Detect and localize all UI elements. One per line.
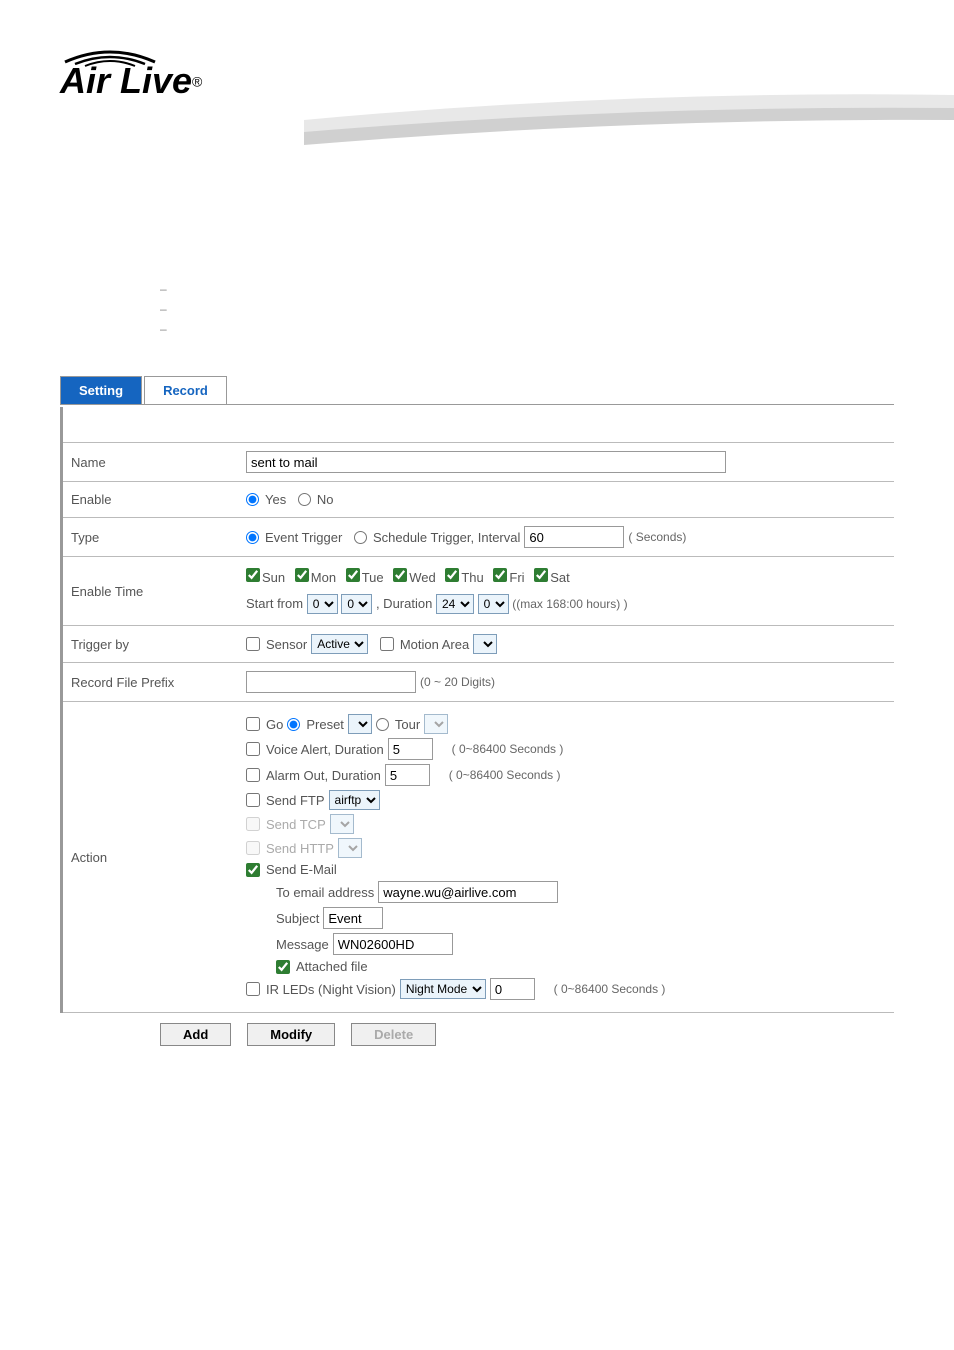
label-action: Action (63, 702, 238, 1012)
add-button[interactable]: Add (160, 1023, 231, 1046)
ftp-check[interactable] (246, 793, 260, 807)
delete-button: Delete (351, 1023, 436, 1046)
dur-min-select[interactable]: 0 (478, 594, 509, 614)
label-name: Name (63, 443, 238, 481)
day-sun[interactable] (246, 568, 260, 582)
row-prefix: Record File Prefix (0 ~ 20 Digits) (63, 663, 894, 702)
attached-check[interactable] (276, 960, 290, 974)
http-check (246, 841, 260, 855)
email-to-input[interactable] (378, 881, 558, 903)
tab-record[interactable]: Record (144, 376, 227, 404)
logo-reg: ® (192, 74, 202, 90)
label-trigger: Trigger by (63, 626, 238, 662)
form-region: Name Enable Yes No Type Event Trigger Sc… (60, 407, 894, 1013)
prefix-input[interactable] (246, 671, 416, 693)
row-name: Name (63, 443, 894, 482)
ir-duration-input[interactable] (490, 978, 535, 1000)
ir-check[interactable] (246, 982, 260, 996)
email-check[interactable] (246, 863, 260, 877)
voice-input[interactable] (388, 738, 433, 760)
type-schedule-radio[interactable] (354, 531, 367, 544)
tab-bar: Setting Record (60, 376, 894, 405)
enable-no-radio[interactable] (298, 493, 311, 506)
sensor-select[interactable]: Active (311, 634, 368, 654)
modify-button[interactable]: Modify (247, 1023, 335, 1046)
label-enable-time: Enable Time (63, 557, 238, 625)
start-hour-select[interactable]: 0 (307, 594, 338, 614)
day-mon[interactable] (295, 568, 309, 582)
message-input[interactable] (333, 933, 453, 955)
dur-hour-select[interactable]: 24 (436, 594, 474, 614)
enable-yes-radio[interactable] (246, 493, 259, 506)
interval-input[interactable] (524, 526, 624, 548)
name-input[interactable] (246, 451, 726, 473)
row-type: Type Event Trigger Schedule Trigger, Int… (63, 518, 894, 557)
alarm-input[interactable] (385, 764, 430, 786)
day-tue[interactable] (346, 568, 360, 582)
day-thu[interactable] (445, 568, 459, 582)
row-trigger: Trigger by Sensor Active Motion Area (63, 626, 894, 663)
go-check[interactable] (246, 717, 260, 731)
label-enable: Enable (63, 482, 238, 517)
button-row: Add Modify Delete (60, 1013, 894, 1056)
day-wed[interactable] (393, 568, 407, 582)
row-enable: Enable Yes No (63, 482, 894, 518)
bullet-placeholder: ––– (160, 282, 894, 336)
row-action: Action Go Preset Tour Voice Alert, Durat… (63, 702, 894, 1013)
start-min-select[interactable]: 0 (341, 594, 372, 614)
tour-radio[interactable] (376, 718, 389, 731)
type-event-radio[interactable] (246, 531, 259, 544)
label-type: Type (63, 518, 238, 556)
row-enable-time: Enable Time Sun Mon Tue Wed Thu Fri Sat … (63, 557, 894, 626)
motion-check[interactable] (380, 637, 394, 651)
day-fri[interactable] (493, 568, 507, 582)
tab-setting[interactable]: Setting (60, 376, 142, 404)
sensor-check[interactable] (246, 637, 260, 651)
ftp-select[interactable]: airftp (329, 790, 380, 810)
logo-section: Air Live® (60, 40, 894, 102)
tour-select (424, 714, 448, 734)
header-swoosh (304, 90, 954, 150)
tcp-check (246, 817, 260, 831)
label-prefix: Record File Prefix (63, 663, 238, 701)
alarm-check[interactable] (246, 768, 260, 782)
subject-input[interactable] (323, 907, 383, 929)
motion-select[interactable] (473, 634, 497, 654)
http-select (338, 838, 362, 858)
tcp-select (330, 814, 354, 834)
voice-check[interactable] (246, 742, 260, 756)
ir-mode-select[interactable]: Night Mode (400, 979, 486, 999)
preset-radio[interactable] (287, 718, 300, 731)
preset-select[interactable] (348, 714, 372, 734)
day-sat[interactable] (534, 568, 548, 582)
logo-text: Air Live (60, 60, 192, 101)
airlive-logo: Air Live® (60, 40, 202, 102)
